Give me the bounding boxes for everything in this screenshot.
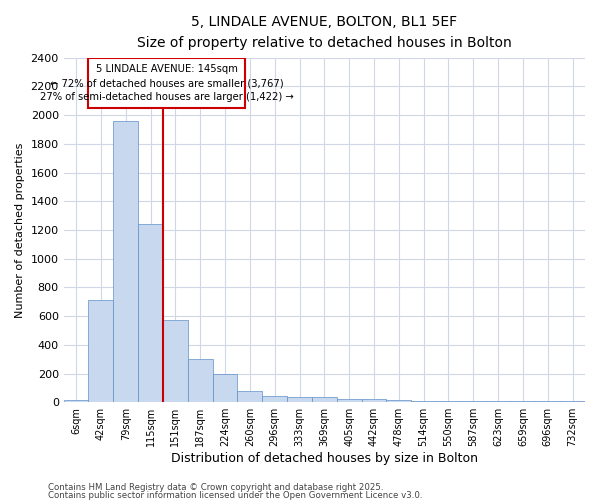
Bar (163, 320, 188, 402)
Bar (88, 58, 245, 108)
Bar (436, 401, 461, 402)
Bar (362, 400, 386, 402)
Y-axis label: Number of detached properties: Number of detached properties (15, 142, 25, 318)
Bar (88, 300, 113, 402)
X-axis label: Distribution of detached houses by size in Bolton: Distribution of detached houses by size … (171, 452, 478, 465)
Bar (64, 400, 88, 402)
Bar (138, 224, 163, 402)
Text: Contains public sector information licensed under the Open Government Licence v3: Contains public sector information licen… (48, 490, 422, 500)
Bar (188, 359, 212, 402)
Bar (287, 397, 312, 402)
Bar (386, 400, 411, 402)
Text: 5 LINDALE AVENUE: 145sqm
← 72% of detached houses are smaller (3,767)
27% of sem: 5 LINDALE AVENUE: 145sqm ← 72% of detach… (40, 64, 293, 102)
Title: 5, LINDALE AVENUE, BOLTON, BL1 5EF
Size of property relative to detached houses : 5, LINDALE AVENUE, BOLTON, BL1 5EF Size … (137, 15, 512, 50)
Bar (337, 398, 362, 402)
Bar (312, 397, 337, 402)
Bar (238, 390, 262, 402)
Bar (212, 374, 238, 402)
Bar (113, 121, 138, 402)
Text: Contains HM Land Registry data © Crown copyright and database right 2025.: Contains HM Land Registry data © Crown c… (48, 484, 383, 492)
Bar (262, 396, 287, 402)
Bar (411, 401, 436, 402)
